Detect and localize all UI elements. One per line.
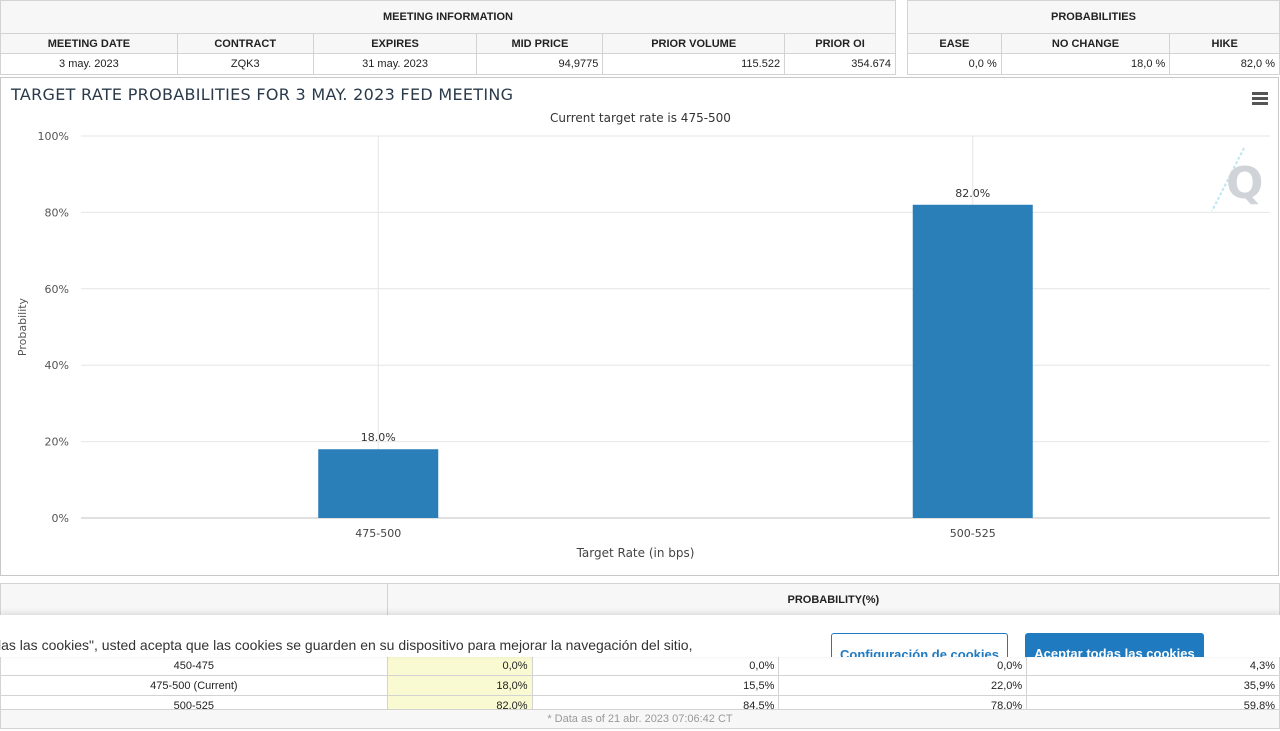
probability-header: PROBABILITY(%) bbox=[386, 583, 1280, 616]
prior-volume-value: 115.522 bbox=[602, 53, 786, 75]
y-tick-label: 60% bbox=[45, 283, 69, 296]
y-tick-label: 100% bbox=[38, 130, 69, 143]
x-axis-title: Target Rate (in bps) bbox=[576, 546, 695, 560]
col-contract: CONTRACT bbox=[176, 33, 314, 54]
col-no-change: NO CHANGE bbox=[1000, 33, 1171, 54]
y-tick-label: 20% bbox=[45, 436, 69, 449]
col-mid-price: MID PRICE bbox=[476, 33, 604, 54]
rate-cell: 450-475 bbox=[0, 655, 388, 676]
y-tick-label: 80% bbox=[45, 206, 69, 219]
table-row: 450-475 0,0% 0,0% 0,0% 4,3% bbox=[0, 655, 1280, 676]
col-prior-oi: PRIOR OI bbox=[784, 33, 896, 54]
bar bbox=[318, 449, 439, 518]
mid-price-value: 94,9775 bbox=[476, 53, 604, 75]
cookie-text: las las cookies", usted acepta que las c… bbox=[0, 637, 693, 653]
col-hike: HIKE bbox=[1169, 33, 1280, 54]
chart-subtitle: Current target rate is 475-500 bbox=[550, 111, 731, 125]
no-change-value: 18,0 % bbox=[1000, 53, 1171, 75]
cookie-settings-button[interactable]: Configuración de cookies bbox=[831, 633, 1008, 657]
contract-value: ZQK3 bbox=[176, 53, 314, 75]
y-axis-title: Probability bbox=[16, 297, 29, 356]
meeting-date-value: 3 may. 2023 bbox=[0, 53, 178, 75]
prob-cell: 22,0% bbox=[778, 675, 1028, 696]
prob-cell: 0,0% bbox=[386, 655, 533, 676]
probabilities-table: PROBABILITIES EASE NO CHANGE HIKE 0,0 % … bbox=[907, 0, 1280, 75]
data-label: 18.0% bbox=[361, 431, 396, 444]
x-tick-label: 500-525 bbox=[950, 527, 996, 540]
chart-panel: Q 0% 20% 40% 60% 80% 100% 18.0% 475-500 82.0% 500… bbox=[0, 77, 1279, 576]
svg-text:Q: Q bbox=[1226, 158, 1263, 209]
y-tick-label: 0% bbox=[52, 512, 69, 525]
rate-cell: 475-500 (Current) bbox=[0, 675, 388, 696]
col-meeting-date: MEETING DATE bbox=[0, 33, 178, 54]
prob-cell: 4,3% bbox=[1026, 655, 1280, 676]
meeting-info-table: MEETING INFORMATION MEETING DATE CONTRAC… bbox=[0, 0, 896, 75]
prob-cell: 18,0% bbox=[386, 675, 533, 696]
col-ease: EASE bbox=[907, 33, 1002, 54]
prob-cell: 0,0% bbox=[778, 655, 1028, 676]
q-logo-watermark: Q bbox=[1211, 147, 1263, 212]
accept-cookies-button[interactable]: Aceptar todas las cookies bbox=[1025, 633, 1204, 657]
hamburger-menu-icon[interactable] bbox=[1252, 92, 1268, 105]
prior-oi-value: 354.674 bbox=[784, 53, 896, 75]
prob-cell: 0,0% bbox=[531, 655, 780, 676]
bar bbox=[912, 204, 1033, 518]
table-row: 475-500 (Current) 18,0% 15,5% 22,0% 35,9… bbox=[0, 675, 1280, 696]
prob-cell: 35,9% bbox=[1026, 675, 1280, 696]
data-timestamp-footnote: * Data as of 21 abr. 2023 07:06:42 CT bbox=[0, 709, 1280, 729]
prob-cell: 15,5% bbox=[531, 675, 780, 696]
expires-value: 31 may. 2023 bbox=[312, 53, 478, 75]
hike-value: 82,0 % bbox=[1169, 53, 1280, 75]
chart-title: TARGET RATE PROBABILITIES FOR 3 MAY. 202… bbox=[11, 85, 514, 104]
data-label: 82.0% bbox=[955, 187, 990, 200]
y-tick-label: 40% bbox=[45, 359, 69, 372]
col-expires: EXPIRES bbox=[312, 33, 478, 54]
ease-value: 0,0 % bbox=[907, 53, 1002, 75]
cookie-banner: las las cookies", usted acepta que las c… bbox=[0, 615, 1280, 657]
col-prior-volume: PRIOR VOLUME bbox=[602, 33, 786, 54]
bar-chart: Q 0% 20% 40% 60% 80% 100% 18.0% 475-500 82.0% 500… bbox=[16, 130, 1270, 560]
meeting-info-title: MEETING INFORMATION bbox=[0, 0, 896, 34]
probabilities-title: PROBABILITIES bbox=[907, 0, 1280, 34]
x-tick-label: 475-500 bbox=[355, 527, 401, 540]
